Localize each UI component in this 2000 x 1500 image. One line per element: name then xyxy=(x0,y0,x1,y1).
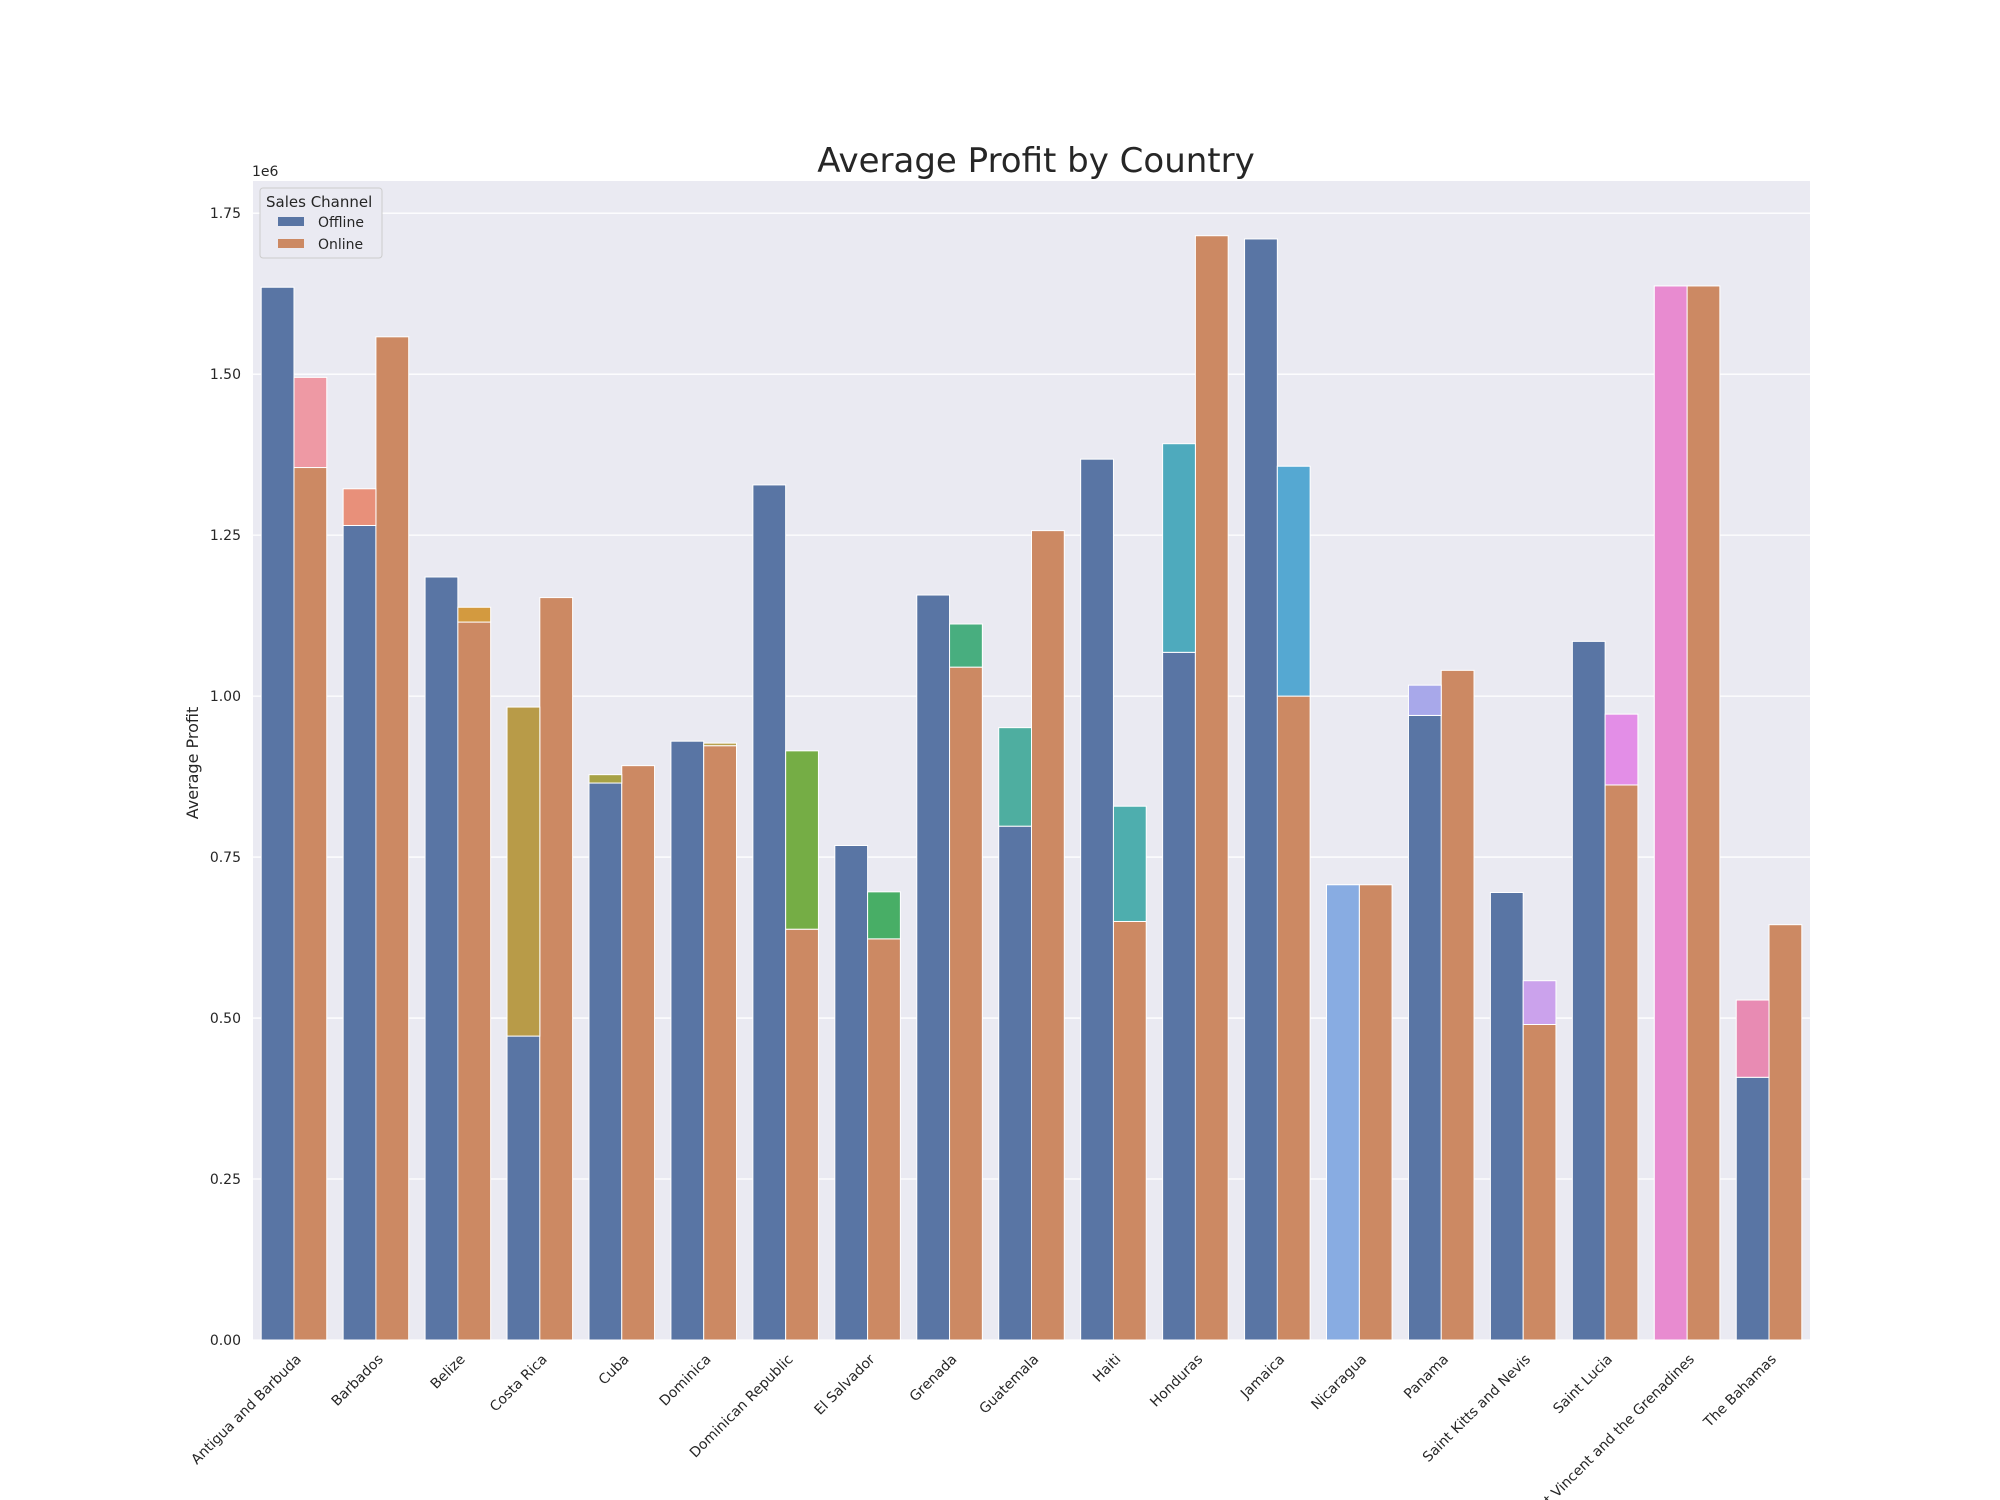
legend-label: Online xyxy=(318,237,363,253)
y-tick-label: 0.25 xyxy=(210,1172,241,1188)
bar-offline xyxy=(670,740,705,1341)
x-axis-ticks: Antigua and Barbuda Barbados Belize Costa R… xyxy=(188,1351,1779,1500)
bar-online xyxy=(375,336,410,1341)
bar-offline xyxy=(506,1035,541,1341)
bar-online xyxy=(1522,1023,1557,1341)
bar-online xyxy=(621,765,656,1341)
bar-overlay xyxy=(457,606,492,623)
x-tick-label: El Salvador xyxy=(812,1351,879,1418)
bar-overlay xyxy=(1112,805,1147,922)
bar-online xyxy=(785,928,819,1341)
bar-overlay xyxy=(1407,684,1442,716)
bar-overlay xyxy=(703,742,737,747)
bar-offline xyxy=(1407,714,1442,1341)
bar-online xyxy=(1112,920,1147,1341)
bar-overlay xyxy=(506,706,541,1037)
bar-online xyxy=(1768,924,1803,1341)
chart-title: Average Profit by Country xyxy=(817,141,1255,181)
x-tick-label: Haiti xyxy=(1090,1352,1124,1386)
bar-overlay xyxy=(342,488,377,526)
x-tick-label: Jamaica xyxy=(1237,1352,1288,1403)
bar-online xyxy=(703,745,737,1341)
bars xyxy=(260,235,1803,1341)
bar-offline xyxy=(1244,238,1278,1341)
bar-overlay xyxy=(1604,713,1639,786)
x-tick-label: Antigua and Barbuda xyxy=(188,1352,304,1468)
bar-online xyxy=(867,938,901,1341)
bar-offline xyxy=(342,524,377,1341)
bar-online xyxy=(1358,884,1393,1341)
bar-offline xyxy=(1489,891,1524,1341)
x-tick-label: Saint Lucia xyxy=(1550,1352,1616,1418)
x-tick-label: Nicaragua xyxy=(1308,1352,1370,1414)
bar-offline xyxy=(1080,458,1114,1341)
x-tick-label: Guatemala xyxy=(977,1352,1043,1418)
x-tick-label: The Bahamas xyxy=(1700,1352,1780,1432)
bar-overlay xyxy=(949,623,983,668)
bar-offline xyxy=(1162,651,1196,1341)
x-tick-label: Honduras xyxy=(1147,1352,1206,1411)
bar-overlay xyxy=(588,774,623,784)
bar-overlay xyxy=(1276,465,1311,697)
bar-online xyxy=(1686,285,1721,1341)
bar-online xyxy=(949,666,983,1341)
y-tick-label: 1.50 xyxy=(210,367,241,383)
y-tick-label: 0.50 xyxy=(210,1011,241,1027)
x-tick-label: Saint Vincent and the Grenadines xyxy=(1520,1352,1698,1500)
x-tick-label: Panama xyxy=(1401,1352,1452,1403)
y-axis-multiplier: 1e6 xyxy=(252,164,279,180)
legend-swatch xyxy=(278,239,304,248)
bar-online xyxy=(293,467,328,1341)
bar-overlay xyxy=(998,727,1033,827)
bar-overlay xyxy=(1162,443,1196,653)
bar-offline xyxy=(752,484,787,1341)
y-tick-label: 1.00 xyxy=(210,689,241,705)
x-tick-label: Grenada xyxy=(907,1352,961,1406)
bar-offline xyxy=(260,286,295,1341)
bar-online xyxy=(1276,695,1311,1341)
bar-overlay xyxy=(867,891,901,940)
y-axis-title: Average Profit xyxy=(183,707,202,820)
bar-overlay xyxy=(293,376,328,469)
legend-title: Sales Channel xyxy=(266,193,372,211)
x-tick-label: Dominica xyxy=(657,1352,715,1410)
bar-overlay xyxy=(785,750,819,930)
bar-overlay xyxy=(1326,884,1360,1341)
bar-online xyxy=(1440,669,1475,1341)
y-tick-label: 1.25 xyxy=(210,528,241,544)
bar-overlay xyxy=(1735,999,1770,1078)
bar-offline xyxy=(424,576,459,1341)
x-tick-label: Cuba xyxy=(596,1352,633,1389)
bar-online xyxy=(1031,530,1065,1341)
y-tick-label: 1.75 xyxy=(210,206,241,222)
x-tick-label: Costa Rica xyxy=(487,1352,551,1416)
y-tick-label: 0.00 xyxy=(210,1333,241,1349)
bar-online xyxy=(457,621,492,1341)
bar-online xyxy=(1194,235,1229,1341)
bar-offline xyxy=(834,844,869,1341)
bar-overlay xyxy=(1522,980,1557,1025)
y-axis-ticks: 0.00 0.25 0.50 0.75 1.00 1.25 1.50 1.75 xyxy=(210,206,241,1349)
y-tick-label: 0.75 xyxy=(210,850,241,866)
bar-online xyxy=(1604,784,1639,1341)
bar-offline xyxy=(588,782,623,1341)
x-tick-label: Belize xyxy=(428,1352,469,1393)
bar-offline xyxy=(1735,1076,1770,1341)
bar-offline xyxy=(998,825,1033,1341)
x-tick-label: Barbados xyxy=(329,1352,387,1410)
legend-label: Offline xyxy=(318,215,364,231)
bar-overlay xyxy=(1653,285,1688,1341)
bar-offline xyxy=(1571,640,1606,1341)
legend: Sales Channel Offline Online xyxy=(259,187,383,259)
bar-online xyxy=(539,597,574,1341)
legend-swatch xyxy=(278,217,304,226)
bar-offline xyxy=(916,594,951,1341)
